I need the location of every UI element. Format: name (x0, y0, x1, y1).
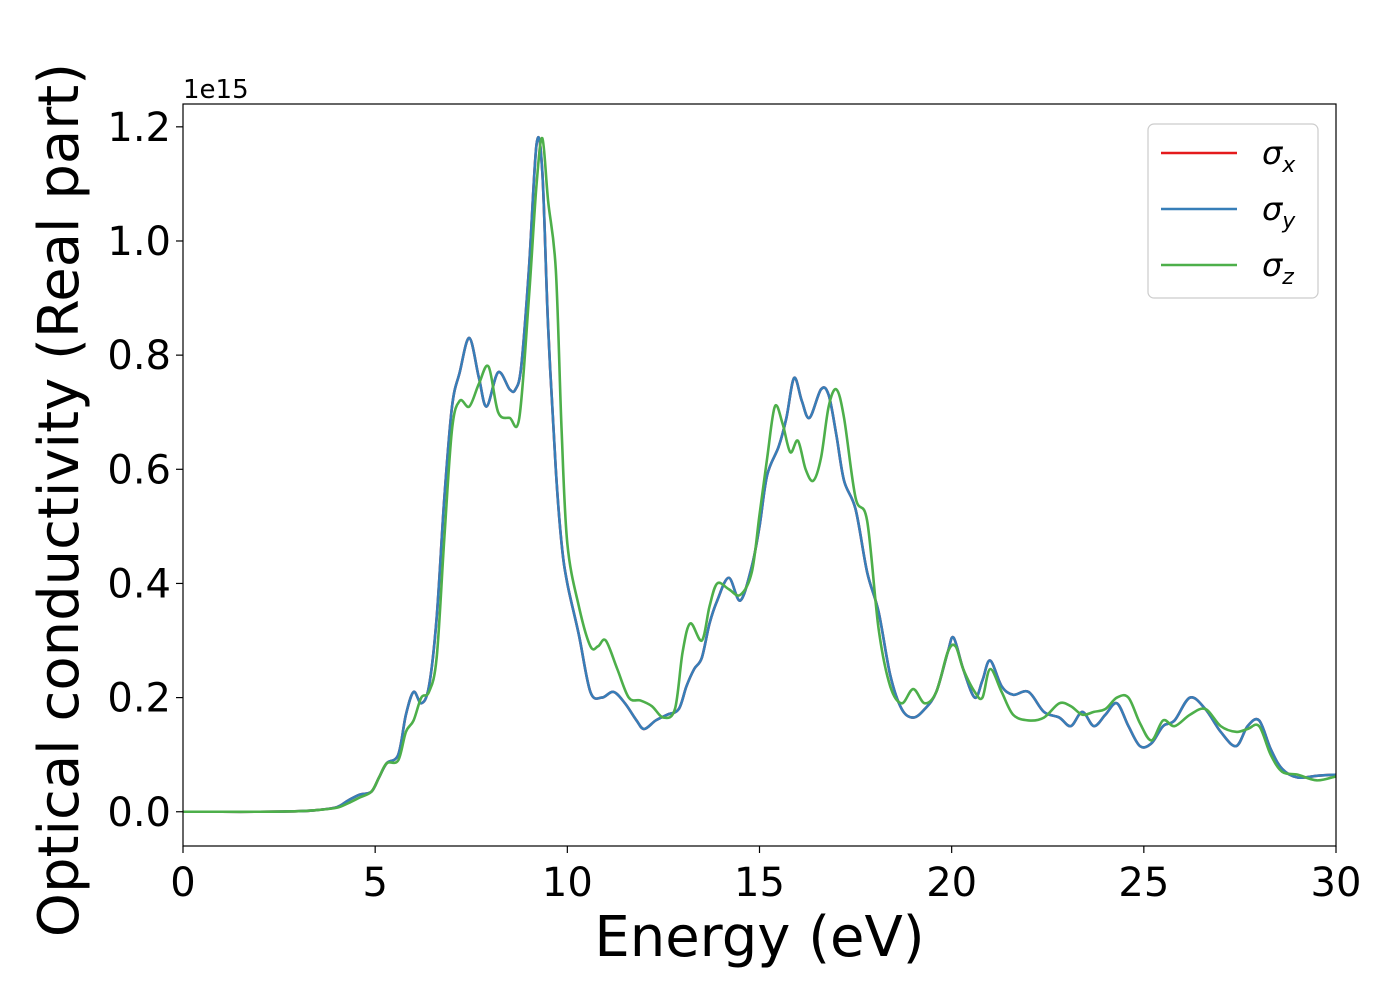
x-axis-ticks: 0 5 10 15 20 25 30 (170, 846, 1361, 906)
y-tick-label: 1.2 (107, 105, 171, 151)
x-tick-label: 25 (1118, 860, 1169, 906)
y-tick-label: 0.2 (107, 676, 171, 722)
legend-label-z: σz (1262, 246, 1294, 290)
y-tick-label: 0.8 (107, 333, 171, 379)
series-line-z (183, 136, 1336, 814)
plot-lines (183, 136, 1336, 814)
x-tick-label: 0 (170, 860, 195, 906)
legend-label-x: σx (1262, 134, 1296, 178)
x-tick-label: 15 (734, 860, 785, 906)
x-tick-label: 20 (926, 860, 977, 906)
y-tick-label: 0.4 (107, 561, 171, 607)
y-axis-offset-label: 1e15 (183, 75, 249, 105)
y-tick-label: 0.6 (107, 447, 171, 493)
y-tick-label: 0.0 (107, 790, 171, 836)
x-tick-label: 10 (542, 860, 593, 906)
y-tick-label: 1.0 (107, 219, 171, 265)
x-tick-label: 5 (362, 860, 387, 906)
legend-label-y: σy (1262, 190, 1296, 234)
y-axis-ticks: 0.0 0.2 0.4 0.6 0.8 1.0 1.2 (107, 105, 183, 836)
legend-box (1147, 123, 1319, 299)
series-line-y (183, 136, 1336, 814)
x-tick-label: 30 (1311, 860, 1362, 906)
x-axis-label: Energy (eV) (594, 905, 924, 970)
y-axis-label: Optical conductivity (Real part) (27, 63, 92, 937)
legend: σx σy σz (1147, 123, 1319, 299)
